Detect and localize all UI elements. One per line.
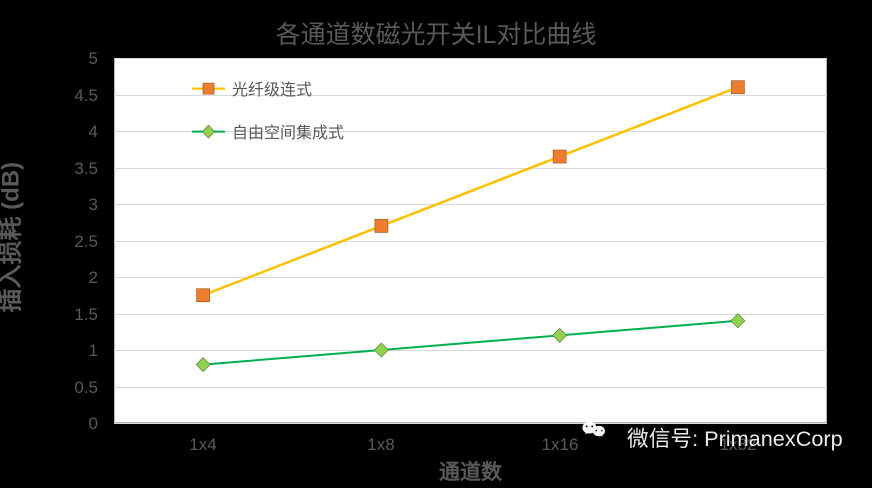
svg-text:微信号: PrimanexCorp: 微信号: PrimanexCorp	[627, 426, 843, 451]
